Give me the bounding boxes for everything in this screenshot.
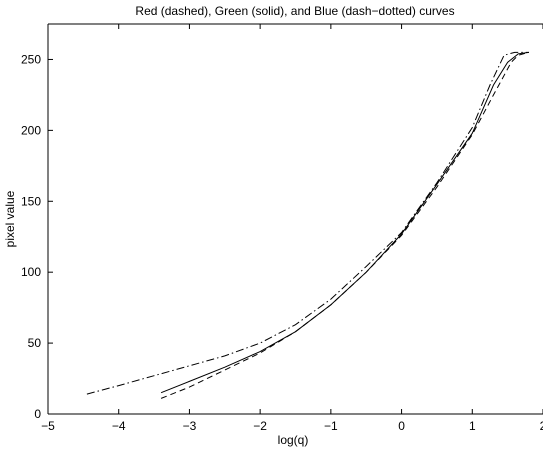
y-axis-label: pixel value xyxy=(3,190,17,247)
plot-area xyxy=(48,24,543,414)
x-tick-label: −3 xyxy=(183,419,197,433)
y-tick-label: 200 xyxy=(21,123,41,137)
x-tick-label: −1 xyxy=(324,419,338,433)
x-tick-label: 2 xyxy=(540,419,543,433)
chart-title: Red (dashed), Green (solid), and Blue (d… xyxy=(135,4,454,18)
x-tick-label: 0 xyxy=(398,419,405,433)
y-tick-label: 50 xyxy=(28,336,42,350)
ticks-layer: −5 −4 −3 −2 −1 0 1 2 0 50 100 150 200 250 xyxy=(21,24,543,433)
x-tick-label: −5 xyxy=(41,419,55,433)
x-axis-label: log(q) xyxy=(278,433,309,447)
x-tick-label: −2 xyxy=(253,419,267,433)
y-tick-label: 150 xyxy=(21,194,41,208)
series-line-dashed xyxy=(160,51,530,399)
y-tick-label: 100 xyxy=(21,265,41,279)
series-line-solid xyxy=(160,51,529,394)
x-tick-label: −4 xyxy=(112,419,126,433)
x-tick-label: 1 xyxy=(469,419,476,433)
axes-layer xyxy=(47,23,543,415)
y-tick-label: 0 xyxy=(34,407,41,421)
series-layer xyxy=(86,51,530,399)
y-tick-label: 250 xyxy=(21,52,41,66)
